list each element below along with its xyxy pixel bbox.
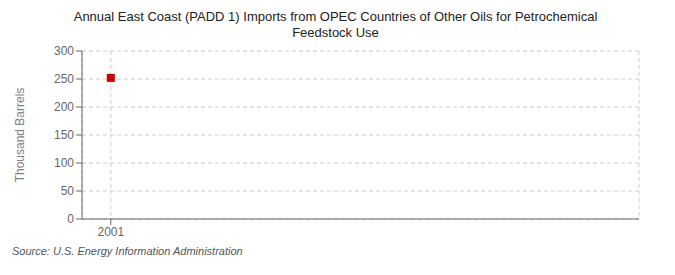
html-text:Feedstock Use: Feedstock Use — [292, 25, 379, 40]
svg-text:150: 150 — [54, 128, 74, 142]
svg-text:2001: 2001 — [97, 225, 124, 239]
svg-text:0: 0 — [67, 212, 74, 226]
html-text:Annual East Coast (PADD 1) Imp: Annual East Coast (PADD 1) Imports from … — [73, 9, 598, 24]
svg-text:300: 300 — [54, 44, 74, 58]
html-text:Source: U.S. Energy Informatio: Source: U.S. Energy Information Administ… — [12, 245, 243, 257]
svg-text:100: 100 — [54, 156, 74, 170]
svg-text:50: 50 — [61, 184, 75, 198]
svg-text:200: 200 — [54, 100, 74, 114]
svg-text:250: 250 — [54, 72, 74, 86]
svg-text:Thousand Barrels: Thousand Barrels — [13, 88, 27, 183]
